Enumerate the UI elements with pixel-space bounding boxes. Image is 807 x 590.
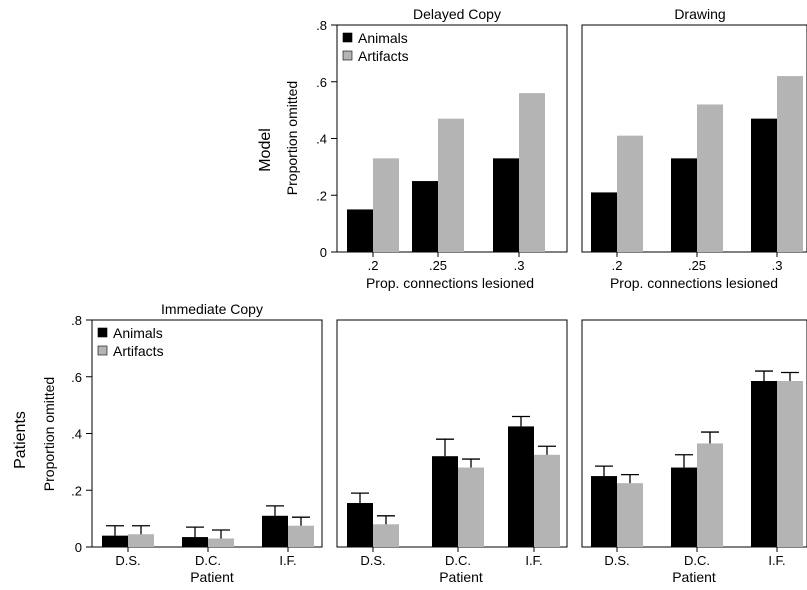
bar [347, 209, 373, 252]
bar [751, 118, 777, 252]
panel-title: Immediate Copy [161, 301, 263, 317]
y-tick-label: .4 [316, 132, 327, 147]
x-tick-label: .2 [368, 258, 379, 273]
bar [412, 181, 438, 252]
y-tick-label: 0 [75, 540, 82, 555]
x-tick-label: I.F. [525, 553, 542, 568]
bar [617, 135, 643, 252]
y-tick-label: .8 [71, 313, 82, 328]
x-axis-label: Prop. connections lesioned [610, 275, 778, 291]
chart-patients-delayed: D.S. D.C. I.F. [336, 319, 568, 568]
bar [102, 535, 128, 547]
bar [617, 483, 643, 547]
x-tick-label: D.C. [195, 553, 221, 568]
y-tick-label: .8 [316, 18, 327, 33]
x-tick-label: I.F. [279, 553, 296, 568]
x-axis-label: Patient [190, 569, 234, 585]
x-tick-label: D.C. [445, 553, 471, 568]
bar [591, 476, 617, 547]
bar [128, 534, 154, 547]
x-tick-label: D.S. [604, 553, 629, 568]
x-tick-label: .25 [429, 258, 447, 273]
bar [373, 524, 399, 547]
chart-model-drawing: .2 .25 .3 [581, 24, 807, 273]
legend-swatch [342, 32, 353, 43]
y-tick-label: .6 [71, 370, 82, 385]
legend-swatch [97, 327, 108, 338]
x-tick-label: .25 [688, 258, 706, 273]
bar [458, 467, 484, 547]
y-tick-label: 0 [320, 245, 327, 260]
x-axis-label: Patient [672, 569, 716, 585]
row-label-model: Model [257, 128, 274, 172]
panel-patients-delayed-copy: Patient [439, 569, 483, 585]
legend-label: Artifacts [358, 48, 409, 64]
bar [591, 192, 617, 252]
bar [697, 104, 723, 252]
bar [438, 118, 464, 252]
legend-label: Animals [113, 325, 163, 341]
panel-patients-immediate-copy: Immediate Copy Proportion omitted Patien… [41, 301, 263, 585]
x-tick-label: .2 [612, 258, 623, 273]
bar [432, 456, 458, 547]
y-axis-label: Proportion omitted [284, 81, 300, 195]
legend-swatch [97, 345, 108, 356]
bar [262, 515, 288, 547]
panel-patients-drawing: Patient [672, 569, 716, 585]
bar [777, 76, 803, 252]
bar [777, 381, 803, 547]
x-axis-label: Patient [439, 569, 483, 585]
x-tick-label: D.S. [360, 553, 385, 568]
y-tick-label: .2 [316, 188, 327, 203]
x-axis-label: Prop. connections lesioned [366, 275, 534, 291]
bar [182, 537, 208, 547]
row-label-patients: Patients [12, 411, 29, 469]
y-tick-label: .4 [71, 427, 82, 442]
legend-label: Artifacts [113, 343, 164, 359]
x-tick-label: I.F. [768, 553, 785, 568]
bar [493, 158, 519, 252]
bar [751, 381, 777, 547]
x-tick-label: .3 [514, 258, 525, 273]
x-tick-label: .3 [772, 258, 783, 273]
bar [519, 93, 545, 252]
bar [534, 454, 560, 547]
y-tick-label: .6 [316, 75, 327, 90]
panel-model-drawing: Drawing Prop. connections lesioned [610, 6, 778, 291]
bar [208, 538, 234, 547]
chart-model-delayed: 0 .2 .4 .6 .8 .2 .25 .3 Animals Artifacts [316, 18, 568, 273]
y-tick-label: .2 [71, 483, 82, 498]
bar [671, 467, 697, 547]
legend-label: Animals [358, 30, 408, 46]
panel-title: Drawing [674, 6, 725, 22]
chart-patients-drawing: D.S. D.C. I.F. [581, 319, 807, 568]
bar [288, 525, 314, 547]
bar [373, 158, 399, 252]
chart-patients-immediate: 0 .2 .4 .6 .8 D.S. D.C. I.F. Animals Artifacts [71, 313, 323, 568]
panel-model-delayed-copy: Delayed Copy Proportion omitted Prop. co… [284, 6, 534, 291]
x-tick-label: D.S. [115, 553, 140, 568]
bar [671, 158, 697, 252]
bar [697, 443, 723, 547]
panel-title: Delayed Copy [413, 6, 501, 22]
bar [347, 503, 373, 547]
bar [508, 426, 534, 547]
y-axis-label: Proportion omitted [41, 377, 57, 491]
x-tick-label: D.C. [684, 553, 710, 568]
legend-swatch [342, 50, 353, 61]
